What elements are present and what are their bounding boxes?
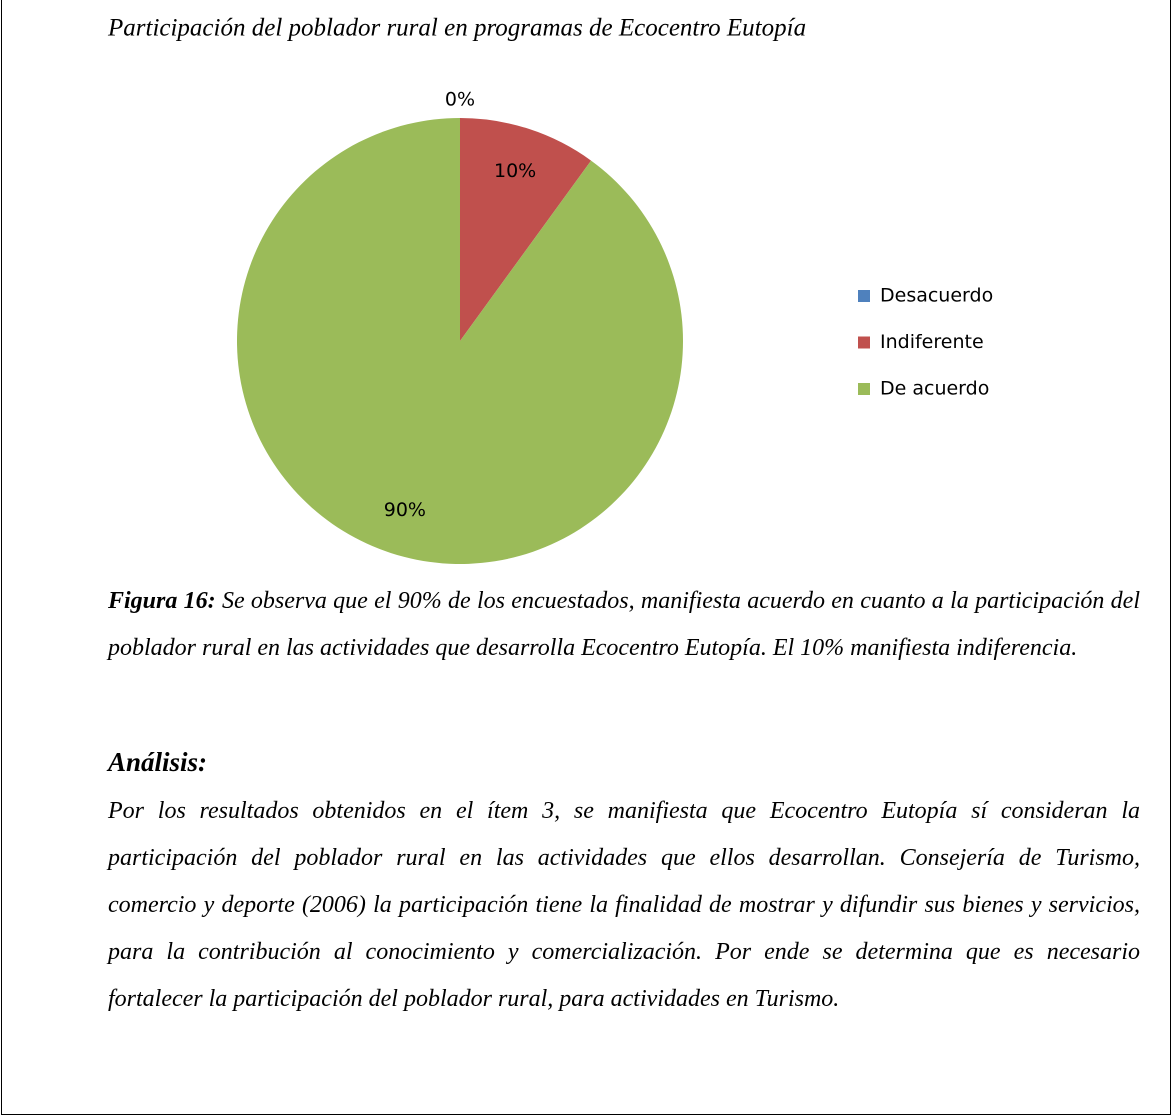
legend-swatch [858, 383, 870, 395]
caption-text: Se observa que el 90% de los encuestados… [108, 588, 1140, 661]
pie-slice [460, 118, 592, 341]
data-label: 10% [494, 160, 536, 182]
pie-slice [236, 118, 683, 565]
legend-label: Desacuerdo [880, 285, 993, 307]
caption-label: Figura 16: [108, 588, 216, 614]
chart-title: Participación del poblador rural en prog… [107, 15, 806, 42]
chart: Participación del poblador rural en prog… [107, 15, 993, 565]
data-label: 90% [384, 499, 426, 521]
legend-swatch [858, 290, 870, 302]
data-label: 0% [445, 89, 475, 111]
legend-label: De acuerdo [880, 378, 989, 400]
analysis-text: Por los resultados obtenidos en el ítem … [108, 798, 1140, 1012]
analysis-heading: Análisis: [108, 747, 208, 777]
legend-label: Indiferente [880, 331, 984, 353]
legend-swatch [858, 336, 870, 349]
caption: Figura 16: Se observa que el 90% de los … [108, 578, 1140, 672]
